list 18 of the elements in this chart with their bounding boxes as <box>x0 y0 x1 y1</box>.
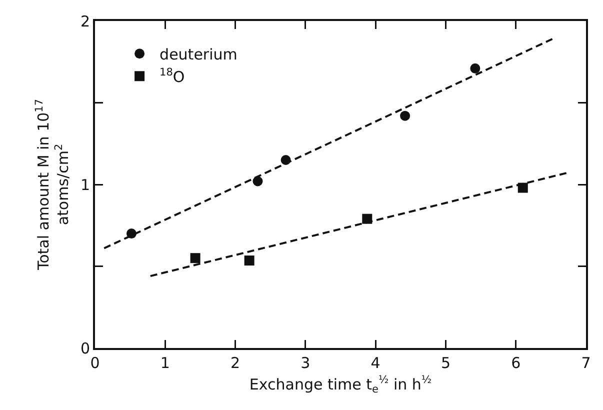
x-tick-label: 4 <box>370 354 380 372</box>
y-tick-label: 0 <box>80 339 90 358</box>
x-tick-label: 5 <box>440 354 450 372</box>
y-tick-label: 2 <box>80 12 90 30</box>
point <box>470 63 480 74</box>
point <box>400 110 410 121</box>
x-axis-title: Exchange time t$_{e}$$^{½}$ in h$^{½}$ <box>249 374 432 396</box>
legend-label: deuterium <box>160 45 238 64</box>
y-tick-label: 1 <box>80 176 90 194</box>
point <box>252 176 263 186</box>
legend-label: $^{18}$O <box>160 66 185 86</box>
x-tick-label: 2 <box>230 354 240 372</box>
x-tick-label: 6 <box>511 354 521 372</box>
x-tick-label: 7 <box>581 354 591 372</box>
point <box>244 256 254 266</box>
x-tick-label: 3 <box>300 354 310 372</box>
point <box>190 253 200 264</box>
x-tick-label: 1 <box>160 354 170 372</box>
